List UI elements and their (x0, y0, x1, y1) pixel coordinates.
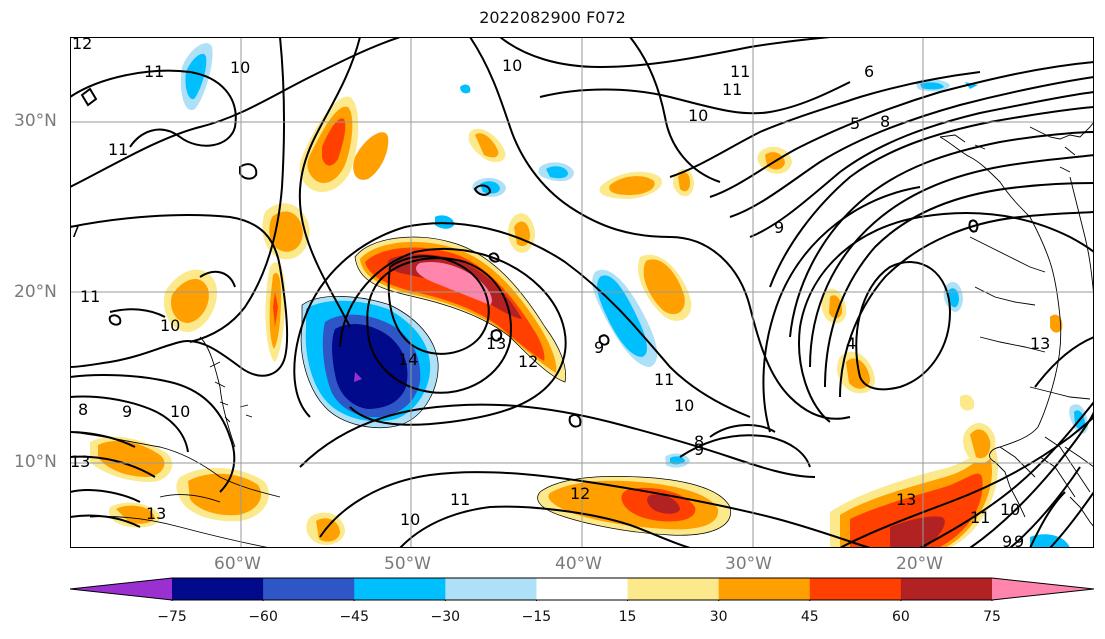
lat-label-10n: 10°N (14, 452, 57, 472)
colorbar-tick-label: 60 (891, 609, 910, 625)
contour-label: 7 (70, 222, 80, 241)
contour-label: 13 (70, 452, 90, 471)
contour-label: 12 (72, 37, 92, 53)
contour-label: 11 (970, 508, 990, 527)
lon-label-30w: 30°W (725, 554, 772, 574)
colorbar-tick-label: 15 (618, 609, 637, 625)
contour-label: 14 (398, 350, 418, 369)
map-frame (70, 37, 1094, 548)
colorbar-over-extension (992, 578, 1094, 600)
contour-label: 9 (122, 402, 132, 421)
contour-label: 10 (1000, 500, 1020, 519)
map-title: 2022082900 F072 (479, 8, 626, 27)
contour-label: 8 (880, 112, 890, 131)
contour-label: 10 (160, 316, 180, 335)
colorbar-cell (809, 578, 902, 600)
contour-label: 10 (674, 396, 694, 415)
contour-label: 11 (80, 287, 100, 306)
contour-label: 12 (518, 352, 538, 371)
contour-label: 11 (450, 490, 470, 509)
lon-label-60w: 60°W (214, 554, 261, 574)
colorbar-tick-label: −75 (157, 609, 187, 625)
contour-label: 9 (1002, 532, 1012, 548)
contour-label: 11 (654, 370, 674, 389)
colorbar-under-extension (70, 578, 172, 600)
colorbar-tick-label: −15 (521, 609, 552, 625)
contour-label: 9 (774, 218, 784, 237)
contour-label: 12 (570, 484, 590, 503)
colorbar-cell (172, 578, 264, 600)
lon-label-40w: 40°W (555, 554, 602, 574)
colorbar-tick-label: 30 (709, 609, 728, 625)
lon-label-20w: 20°W (896, 554, 943, 574)
contour-label: 8 (78, 400, 88, 419)
colorbar-cell (627, 578, 720, 600)
contour-label: 11 (108, 140, 128, 159)
contour-label: 10 (400, 510, 420, 529)
contour-label: 5 (850, 114, 860, 133)
contour-label: 13 (1030, 334, 1050, 353)
contour-label: 11 (722, 80, 742, 99)
contour-label: 4 (846, 334, 856, 353)
contour-label: 9 (694, 440, 704, 459)
weather-map: 12 10 10 11 10 11 6 5 8 7 11 11 11 9 10 … (70, 37, 1094, 548)
colorbar-tick-label: 45 (800, 609, 819, 625)
strong-positive-core (415, 261, 492, 305)
graticule (70, 37, 1094, 548)
colorbar (70, 577, 1094, 601)
contour-label: 8 (694, 432, 704, 451)
colorbar-cell (536, 578, 629, 600)
contour-label: 11 (144, 62, 164, 81)
colorbar-tick-label: −45 (339, 609, 369, 625)
contour-label: 9 (1014, 532, 1024, 548)
contour-label: 11 (730, 62, 750, 81)
lon-label-50w: 50°W (384, 554, 431, 574)
contour-label: 13 (486, 334, 506, 353)
colorbar-tick-label: −60 (248, 609, 278, 625)
contour-labels: 12 10 10 11 10 11 6 5 8 7 11 11 11 9 10 … (70, 37, 1050, 548)
colorbar-tick-label: 75 (983, 609, 1001, 625)
colorbar-cell (900, 578, 993, 600)
contour-label: 13 (896, 490, 916, 509)
contour-label: 10 (170, 402, 190, 421)
contour-label: 10 (230, 58, 250, 77)
colorbar-tick-label: −30 (430, 609, 461, 625)
contour-label: 13 (146, 504, 166, 523)
colorbar-cell (354, 578, 446, 600)
colorbar-cell (445, 578, 537, 600)
contour-label: 9 (594, 338, 604, 357)
contour-label: 10 (502, 56, 522, 75)
colorbar-cell (718, 578, 811, 600)
colorbar-cell (263, 578, 355, 600)
contour-label: 6 (864, 62, 874, 81)
lat-label-30n: 30°N (14, 111, 57, 131)
contour-label: 10 (688, 106, 708, 125)
lat-label-20n: 20°N (14, 282, 57, 302)
